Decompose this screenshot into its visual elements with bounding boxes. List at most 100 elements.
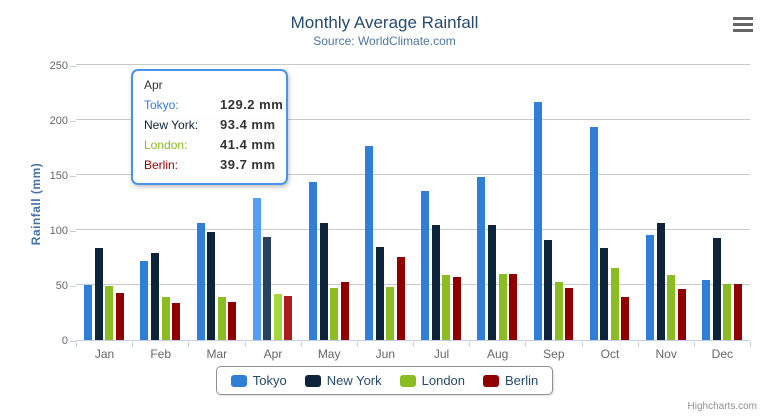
- gridline-200: [76, 119, 750, 120]
- bar-new-york-jun[interactable]: [375, 247, 384, 340]
- bar-new-york-dec[interactable]: [712, 238, 721, 340]
- tooltip-series-label: London:: [144, 138, 188, 152]
- bar-new-york-jul[interactable]: [431, 224, 440, 340]
- x-axis-tick: [469, 342, 471, 347]
- legend-item-new-york[interactable]: New York: [304, 373, 382, 388]
- y-axis-label-250: 250: [49, 60, 68, 72]
- bar-london-oct[interactable]: [610, 268, 619, 340]
- bar-london-feb[interactable]: [161, 297, 170, 340]
- tooltip-row-tokyo-: Tokyo: 129.2 mm: [144, 95, 283, 115]
- x-axis-label-mar: Mar: [206, 347, 228, 361]
- x-axis-tick: [750, 342, 751, 347]
- plot-area: [76, 64, 750, 341]
- x-axis-tick: [637, 342, 639, 347]
- y-axis-label-0: 0: [61, 335, 68, 347]
- bar-berlin-jul[interactable]: [452, 276, 461, 340]
- bar-tokyo-nov[interactable]: [645, 234, 654, 340]
- x-axis-tick: [693, 342, 695, 347]
- bar-london-apr[interactable]: [273, 294, 282, 340]
- bar-new-york-sep[interactable]: [544, 239, 553, 340]
- bar-new-york-may[interactable]: [319, 223, 328, 340]
- bar-new-york-mar[interactable]: [207, 231, 216, 340]
- y-axis-label-200: 200: [49, 115, 68, 127]
- x-axis-tick: [525, 342, 527, 347]
- bar-tokyo-sep[interactable]: [533, 101, 542, 340]
- x-axis-tick: [413, 342, 414, 347]
- x-axis-tick: [581, 342, 583, 347]
- bar-tokyo-apr[interactable]: [252, 197, 261, 340]
- y-axis-label-150: 150: [49, 170, 68, 182]
- bar-london-jul[interactable]: [442, 275, 451, 340]
- bar-berlin-may[interactable]: [340, 282, 349, 340]
- bar-new-york-nov[interactable]: [656, 222, 665, 340]
- bar-london-jun[interactable]: [386, 286, 395, 340]
- gridline-150: [76, 174, 750, 175]
- x-axis-tick: [132, 342, 134, 347]
- legend-item-berlin[interactable]: Berlin: [483, 373, 538, 388]
- legend-swatch-berlin: [483, 374, 500, 387]
- bar-new-york-apr[interactable]: [263, 237, 272, 340]
- bar-london-may[interactable]: [330, 288, 339, 340]
- bar-tokyo-jul[interactable]: [421, 190, 430, 340]
- gridline-100: [76, 229, 750, 230]
- y-axis-title: Rainfall (mm): [29, 162, 43, 246]
- credits-link[interactable]: Highcharts.com: [687, 401, 757, 412]
- tooltip-series-value: 41.4 mm: [220, 137, 276, 152]
- bar-london-sep[interactable]: [554, 282, 563, 340]
- bar-tokyo-aug[interactable]: [477, 176, 486, 340]
- bar-london-mar[interactable]: [217, 296, 226, 340]
- bar-berlin-nov[interactable]: [677, 288, 686, 340]
- export-menu-icon[interactable]: [732, 17, 754, 32]
- x-axis-label-jan: Jan: [94, 347, 115, 361]
- bar-berlin-jan[interactable]: [115, 293, 124, 340]
- legend-label: Tokyo: [252, 373, 287, 388]
- bar-london-nov[interactable]: [667, 274, 676, 340]
- legend-label: New York: [326, 373, 382, 388]
- bar-new-york-aug[interactable]: [488, 225, 497, 340]
- tooltip-series-value: 93.4 mm: [220, 117, 276, 132]
- bar-tokyo-dec[interactable]: [702, 280, 711, 340]
- y-axis-label-50: 50: [55, 280, 68, 292]
- legend-item-london[interactable]: London: [399, 373, 465, 388]
- bar-berlin-jun[interactable]: [396, 256, 405, 340]
- x-axis-label-feb: Feb: [150, 347, 171, 361]
- bar-berlin-mar[interactable]: [228, 302, 237, 340]
- legend-box: Tokyo New York London Berlin: [215, 366, 554, 395]
- bar-berlin-aug[interactable]: [509, 273, 518, 340]
- tooltip-series-value: 39.7 mm: [220, 157, 276, 172]
- legend-swatch-tokyo: [230, 374, 247, 387]
- bar-tokyo-oct[interactable]: [589, 126, 598, 340]
- x-axis-tick: [356, 342, 358, 347]
- bar-tokyo-jan[interactable]: [84, 285, 93, 340]
- bar-new-york-jan[interactable]: [94, 248, 103, 340]
- bar-london-aug[interactable]: [498, 274, 507, 340]
- bar-new-york-feb[interactable]: [151, 253, 160, 340]
- legend-label: Berlin: [505, 373, 539, 388]
- bar-berlin-oct[interactable]: [621, 297, 630, 340]
- bar-berlin-feb[interactable]: [172, 303, 181, 340]
- y-axis-label-100: 100: [49, 225, 68, 237]
- bar-london-dec[interactable]: [723, 283, 732, 340]
- legend-item-tokyo[interactable]: Tokyo: [230, 373, 287, 388]
- x-axis-label-dec: Dec: [711, 347, 733, 361]
- bar-berlin-apr[interactable]: [284, 296, 293, 340]
- tooltip-header: Apr: [144, 78, 163, 92]
- chart-subtitle: Source: WorldClimate.com: [313, 34, 456, 48]
- bar-london-jan[interactable]: [105, 286, 114, 340]
- x-axis-tick: [76, 342, 77, 347]
- bar-tokyo-mar[interactable]: [196, 222, 205, 340]
- x-axis-label-aug: Aug: [486, 347, 509, 361]
- gridline-250: [76, 64, 750, 65]
- legend: Tokyo New York London Berlin: [0, 366, 769, 395]
- bar-berlin-sep[interactable]: [565, 287, 574, 340]
- legend-swatch-new-york: [304, 374, 321, 387]
- bar-berlin-dec[interactable]: [733, 283, 742, 340]
- x-axis-label-jun: Jun: [375, 347, 395, 361]
- bar-tokyo-may[interactable]: [308, 181, 317, 340]
- bar-new-york-oct[interactable]: [600, 248, 609, 340]
- bar-tokyo-jun[interactable]: [365, 146, 374, 340]
- tooltip-row-new-york-: New York: 93.4 mm: [144, 115, 275, 135]
- chart-title: Monthly Average Rainfall: [290, 13, 479, 32]
- bar-tokyo-feb[interactable]: [140, 261, 149, 340]
